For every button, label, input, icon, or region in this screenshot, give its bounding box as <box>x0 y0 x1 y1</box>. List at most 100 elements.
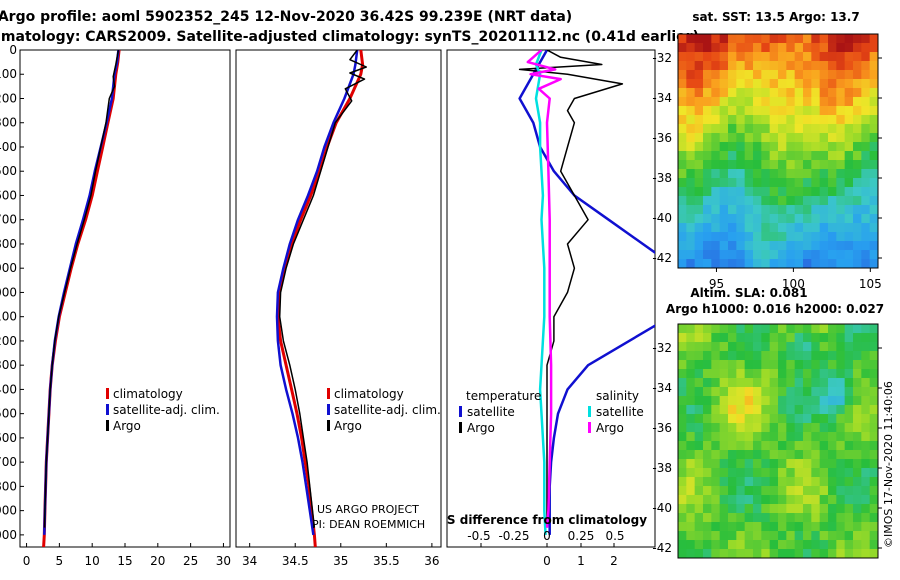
map-cell <box>703 540 712 550</box>
map-cell <box>869 133 879 143</box>
map-cell <box>769 241 779 251</box>
map-cell <box>853 396 862 406</box>
map-cell <box>736 61 746 71</box>
map-cell <box>753 342 762 352</box>
x-tick-label: 34 <box>242 554 257 568</box>
map-cell <box>703 61 712 71</box>
map-cell <box>803 513 812 523</box>
map-cell <box>778 504 787 514</box>
map-cell <box>786 333 796 343</box>
map-cell <box>778 34 787 44</box>
map-cell <box>686 61 696 71</box>
map-cell <box>828 540 837 550</box>
map-cell <box>819 540 829 550</box>
map-cell <box>753 34 762 44</box>
depth-tick-label: 1200 <box>0 334 17 348</box>
map-cell <box>853 133 862 143</box>
map-cell <box>836 259 846 269</box>
map-cell <box>786 43 796 53</box>
map-cell <box>678 259 687 269</box>
map-cell <box>836 414 846 424</box>
map-cell <box>761 88 771 98</box>
map-cell <box>753 468 762 478</box>
map-cell <box>719 97 729 107</box>
map-cell <box>753 169 762 179</box>
map-cell <box>728 232 737 242</box>
map-cell <box>694 378 704 388</box>
map-cell <box>711 450 721 460</box>
map-cell <box>728 43 737 53</box>
map-cell <box>819 486 829 496</box>
map-cell <box>728 178 737 188</box>
map-cell <box>678 88 687 98</box>
map-cell <box>819 52 829 62</box>
map-cell <box>786 52 796 62</box>
map-cell <box>753 414 762 424</box>
map-cell <box>678 324 687 334</box>
map-cell <box>736 70 746 80</box>
map-cell <box>719 450 729 460</box>
map-cell <box>761 396 771 406</box>
map-cell <box>736 178 746 188</box>
map-cell <box>853 70 862 80</box>
map-cell <box>769 151 779 161</box>
map-cell <box>769 414 779 424</box>
map-cell <box>794 106 804 116</box>
map-cell <box>778 522 787 532</box>
legend-sal-satellite-swatch <box>588 406 591 417</box>
map-cell <box>811 405 821 415</box>
map-cell <box>778 61 787 71</box>
map-cell <box>794 468 804 478</box>
map-cell <box>844 124 854 134</box>
map-cell <box>828 360 837 370</box>
depth-tick-label: 1400 <box>0 382 17 396</box>
map-cell <box>736 34 746 44</box>
map-cell <box>703 187 712 197</box>
map-cell <box>703 405 712 415</box>
map-cell <box>703 70 712 80</box>
map-cell <box>803 142 812 152</box>
salinity-legend: climatology satellite-adj. clim. Argo <box>327 387 441 433</box>
map-cell <box>828 522 837 532</box>
x-tick-label-upper: 0 <box>543 529 551 543</box>
map-cell <box>819 106 829 116</box>
map-cell <box>686 369 696 379</box>
map-cell <box>753 43 762 53</box>
map-cell <box>736 522 746 532</box>
map-cell <box>861 405 871 415</box>
map-cell <box>719 378 729 388</box>
map-cell <box>794 151 804 161</box>
map-cell <box>786 34 796 44</box>
map-cell <box>828 387 837 397</box>
map-y-tick-label: -40 <box>652 501 672 515</box>
map-cell <box>786 259 796 269</box>
map-cell <box>686 223 696 233</box>
map-cell <box>761 477 771 487</box>
map-cell <box>853 441 862 451</box>
map-cell <box>678 405 687 415</box>
map-cell <box>703 342 712 352</box>
map-cell <box>719 196 729 206</box>
map-cell <box>761 52 771 62</box>
map-cell <box>703 115 712 125</box>
map-cell <box>761 387 771 397</box>
map-cell <box>819 432 829 442</box>
map-cell <box>728 142 737 152</box>
series-line-climatology <box>42 50 121 547</box>
map-cell <box>761 360 771 370</box>
map-cell <box>769 396 779 406</box>
map-cell <box>836 387 846 397</box>
map-cell <box>686 342 696 352</box>
map-cell <box>711 34 721 44</box>
map-cell <box>786 423 796 433</box>
map-cell <box>769 115 779 125</box>
map-cell <box>778 396 787 406</box>
map-cell <box>761 79 771 89</box>
map-cell <box>803 369 812 379</box>
map-x-tick-label: 95 <box>709 277 724 291</box>
map-cell <box>786 324 796 334</box>
map-cell <box>703 414 712 424</box>
map-cell <box>703 214 712 224</box>
map-cell <box>711 196 721 206</box>
map-cell <box>703 43 712 53</box>
